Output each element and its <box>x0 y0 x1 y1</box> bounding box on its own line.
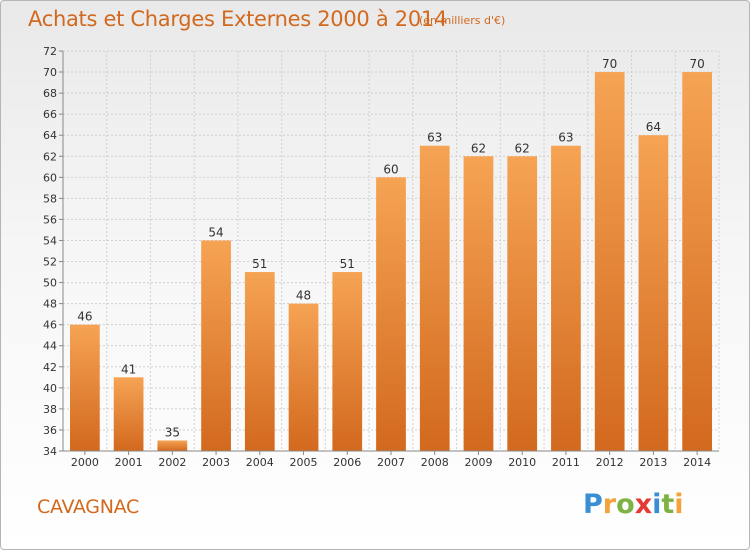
data-labels: 46 41 35 54 51 48 51 60 63 62 62 63 70 64 70 <box>77 57 705 439</box>
y-tick-label: 34 <box>43 445 57 458</box>
logo-letter: x <box>634 489 653 520</box>
data-label-2008: 63 <box>427 131 442 145</box>
bar-2008[interactable] <box>419 145 450 451</box>
data-label-2013: 64 <box>646 120 661 134</box>
logo-letter: P <box>583 489 603 520</box>
y-axis: 34 36 38 40 42 44 46 48 50 52 54 56 58 60 62 64 66 68 70 72 <box>43 45 64 458</box>
y-tick-label: 72 <box>43 45 57 58</box>
y-tick-label: 42 <box>43 361 57 374</box>
y-tick-label: 50 <box>43 277 57 290</box>
bar-2009[interactable] <box>463 156 494 451</box>
y-tick-label: 70 <box>43 66 57 79</box>
bars <box>69 72 713 452</box>
data-label-2003: 54 <box>208 225 223 239</box>
x-tick-label-2000: 2000 <box>71 456 99 469</box>
y-tick-label: 54 <box>43 234 57 247</box>
logo-letter: r <box>602 489 617 520</box>
bar-2014[interactable] <box>682 72 713 451</box>
bar-2004[interactable] <box>244 272 275 451</box>
bar-2013[interactable] <box>638 135 669 452</box>
y-tick-label: 66 <box>43 108 57 121</box>
y-tick-label: 58 <box>43 192 57 205</box>
data-label-2005: 48 <box>296 289 311 303</box>
logo-letter: t <box>661 489 675 520</box>
bar-2010[interactable] <box>507 156 538 451</box>
x-tick-label-2004: 2004 <box>246 456 274 469</box>
x-tick-label-2007: 2007 <box>377 456 405 469</box>
chart-subtitle: (en milliers d'€) <box>419 14 506 27</box>
data-label-2004: 51 <box>252 257 267 271</box>
x-tick-label-2006: 2006 <box>333 456 361 469</box>
data-label-2007: 60 <box>383 162 398 176</box>
y-tick-label: 44 <box>43 340 57 353</box>
x-tick-label-2012: 2012 <box>596 456 624 469</box>
logo-letter: o <box>616 489 635 520</box>
bar-2000[interactable] <box>69 324 100 451</box>
y-tick-label: 40 <box>43 382 57 395</box>
y-tick-label: 62 <box>43 150 57 163</box>
proxiti-logo[interactable]: Proxiti <box>583 489 684 520</box>
y-tick-label: 38 <box>43 403 57 416</box>
x-tick-label-2013: 2013 <box>639 456 667 469</box>
y-tick-label: 64 <box>43 129 57 142</box>
x-tick-label-2014: 2014 <box>683 456 711 469</box>
data-label-2011: 63 <box>558 131 573 145</box>
data-label-2012: 70 <box>602 57 617 71</box>
logo-letter: i <box>674 489 684 520</box>
y-tick-label: 52 <box>43 256 57 269</box>
data-label-2006: 51 <box>340 257 355 271</box>
data-label-2001: 41 <box>121 362 136 376</box>
y-tick-label: 36 <box>43 424 57 437</box>
x-axis: 2000 2001 2002 2003 2004 2005 2006 2007 2008 2009… <box>63 450 719 469</box>
y-tick-label: 46 <box>43 319 57 332</box>
data-label-2014: 70 <box>689 57 704 71</box>
y-tick-label: 60 <box>43 171 57 184</box>
y-tick-label: 68 <box>43 87 57 100</box>
bar-2001[interactable] <box>113 377 144 451</box>
data-label-2009: 62 <box>471 141 486 155</box>
bar-2007[interactable] <box>376 177 406 451</box>
x-tick-label-2010: 2010 <box>508 456 536 469</box>
x-tick-label-2008: 2008 <box>421 456 449 469</box>
x-tick-label-2009: 2009 <box>464 456 492 469</box>
bar-2003[interactable] <box>201 240 231 451</box>
chart-title: Achats et Charges Externes 2000 à 2014 <box>28 7 448 31</box>
x-tick-label-2002: 2002 <box>158 456 186 469</box>
x-tick-label-2011: 2011 <box>552 456 580 469</box>
bar-2002[interactable] <box>157 440 188 451</box>
bar-2011[interactable] <box>551 145 581 451</box>
x-tick-label-2005: 2005 <box>290 456 318 469</box>
x-tick-label-2001: 2001 <box>115 456 143 469</box>
data-label-2002: 35 <box>165 425 180 439</box>
bar-2012[interactable] <box>594 72 625 451</box>
y-tick-label: 56 <box>43 213 57 226</box>
bar-2005[interactable] <box>288 303 319 451</box>
commune-name: CAVAGNAC <box>37 496 139 518</box>
bar-2006[interactable] <box>332 272 363 451</box>
logo-letter: i <box>652 489 662 520</box>
data-label-2010: 62 <box>515 141 530 155</box>
y-tick-label: 48 <box>43 298 57 311</box>
x-tick-label-2003: 2003 <box>202 456 230 469</box>
data-label-2000: 46 <box>77 310 92 324</box>
